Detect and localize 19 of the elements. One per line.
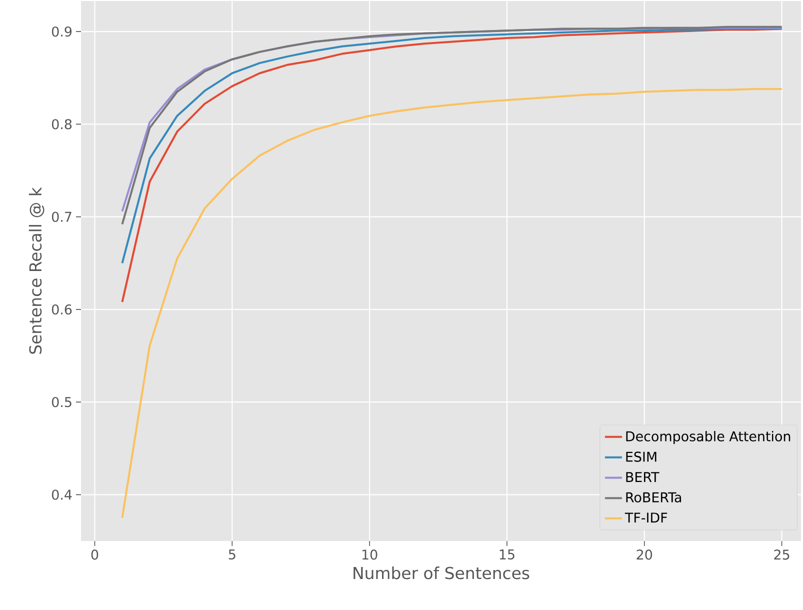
y-tick-label: 0.6 bbox=[52, 304, 72, 315]
x-tick-label: 5 bbox=[228, 550, 236, 560]
x-tick-label: 15 bbox=[500, 550, 514, 560]
legend-label: RoBERTa bbox=[626, 492, 682, 502]
legend-label: BERT bbox=[626, 472, 660, 482]
legend-label: Decomposable Attention bbox=[626, 430, 790, 444]
x-tick-label: 20 bbox=[636, 550, 652, 560]
x-tick-label: 0 bbox=[91, 550, 98, 560]
x-tick-label: 25 bbox=[774, 550, 790, 560]
y-tick-label: 0.9 bbox=[52, 26, 72, 37]
y-axis-title: Sentence Recall @ k bbox=[28, 187, 44, 354]
legend-label: TF-IDF bbox=[624, 512, 668, 523]
y-tick-label: 0.7 bbox=[52, 212, 72, 222]
legend-label: ESIM bbox=[626, 452, 656, 462]
y-tick-label: 0.8 bbox=[52, 119, 72, 130]
x-tick-label: 10 bbox=[362, 550, 378, 560]
x-axis-title: Number of Sentences bbox=[354, 566, 530, 580]
y-tick-label: 0.5 bbox=[52, 396, 72, 408]
y-tick-label: 0.4 bbox=[52, 490, 72, 500]
